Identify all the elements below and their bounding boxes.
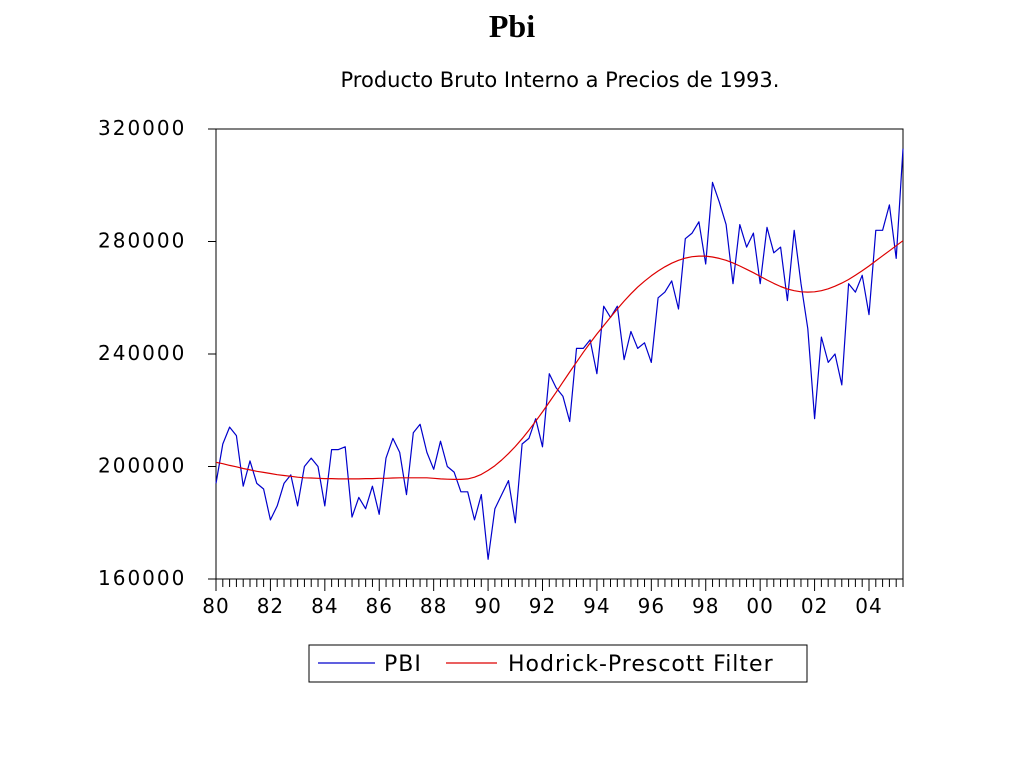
legend-label: PBI bbox=[384, 652, 422, 677]
x-tick-label: 82 bbox=[257, 594, 284, 618]
y-tick-label: 200000 bbox=[98, 454, 186, 478]
x-tick-label: 80 bbox=[202, 594, 229, 618]
x-tick-label: 92 bbox=[529, 594, 556, 618]
x-tick-label: 02 bbox=[801, 594, 828, 618]
x-tick-label: 86 bbox=[366, 594, 393, 618]
x-tick-label: 04 bbox=[855, 594, 882, 618]
y-tick-label: 280000 bbox=[98, 229, 186, 253]
x-tick-label: 90 bbox=[474, 594, 501, 618]
series-line-hodrick-prescott-filter bbox=[215, 240, 904, 480]
plot-frame bbox=[215, 128, 904, 580]
legend-box bbox=[308, 644, 808, 683]
y-tick-label: 320000 bbox=[98, 116, 186, 140]
x-tick-label: 84 bbox=[311, 594, 338, 618]
x-tick-label: 00 bbox=[746, 594, 773, 618]
y-tick-label: 160000 bbox=[98, 566, 186, 590]
x-tick-label: 94 bbox=[583, 594, 610, 618]
x-tick-label: 98 bbox=[692, 594, 719, 618]
y-axis: 160000 200000 240000 280000 320000 bbox=[98, 116, 216, 590]
legend: PBI Hodrick-Prescott Filter bbox=[308, 644, 808, 683]
chart-title: Producto Bruto Interno a Precios de 1993… bbox=[341, 68, 780, 92]
series-line-pbi bbox=[215, 148, 904, 560]
legend-label: Hodrick-Prescott Filter bbox=[508, 652, 774, 677]
series-group bbox=[215, 148, 904, 560]
x-axis: 80 82 84 86 88 90 92 94 96 98 00 02 04 bbox=[202, 579, 904, 618]
y-tick-label: 240000 bbox=[98, 341, 186, 365]
x-tick-label: 88 bbox=[420, 594, 447, 618]
x-tick-label: 96 bbox=[638, 594, 665, 618]
slide-title: Pbi bbox=[488, 8, 536, 44]
